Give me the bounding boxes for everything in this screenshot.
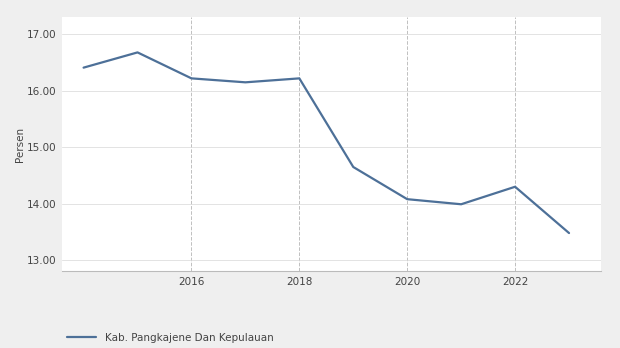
Kab. Pangkajene Dan Kepulauan — [134, 50, 141, 55]
Legend: Kab. Pangkajene Dan Kepulauan: Kab. Pangkajene Dan Kepulauan — [67, 333, 273, 342]
Line: Kab. Pangkajene Dan Kepulauan: Kab. Pangkajene Dan Kepulauan — [84, 53, 569, 233]
Kab. Pangkajene Dan Kepulauan — [188, 76, 195, 80]
Kab. Pangkajene Dan Kepulauan — [242, 80, 249, 85]
Kab. Pangkajene Dan Kepulauan — [565, 231, 573, 235]
Y-axis label: Persen: Persen — [15, 127, 25, 162]
Kab. Pangkajene Dan Kepulauan — [296, 76, 303, 80]
Kab. Pangkajene Dan Kepulauan — [512, 185, 519, 189]
Kab. Pangkajene Dan Kepulauan — [404, 197, 411, 201]
Kab. Pangkajene Dan Kepulauan — [458, 202, 465, 206]
Kab. Pangkajene Dan Kepulauan — [350, 165, 357, 169]
Kab. Pangkajene Dan Kepulauan — [80, 65, 87, 70]
